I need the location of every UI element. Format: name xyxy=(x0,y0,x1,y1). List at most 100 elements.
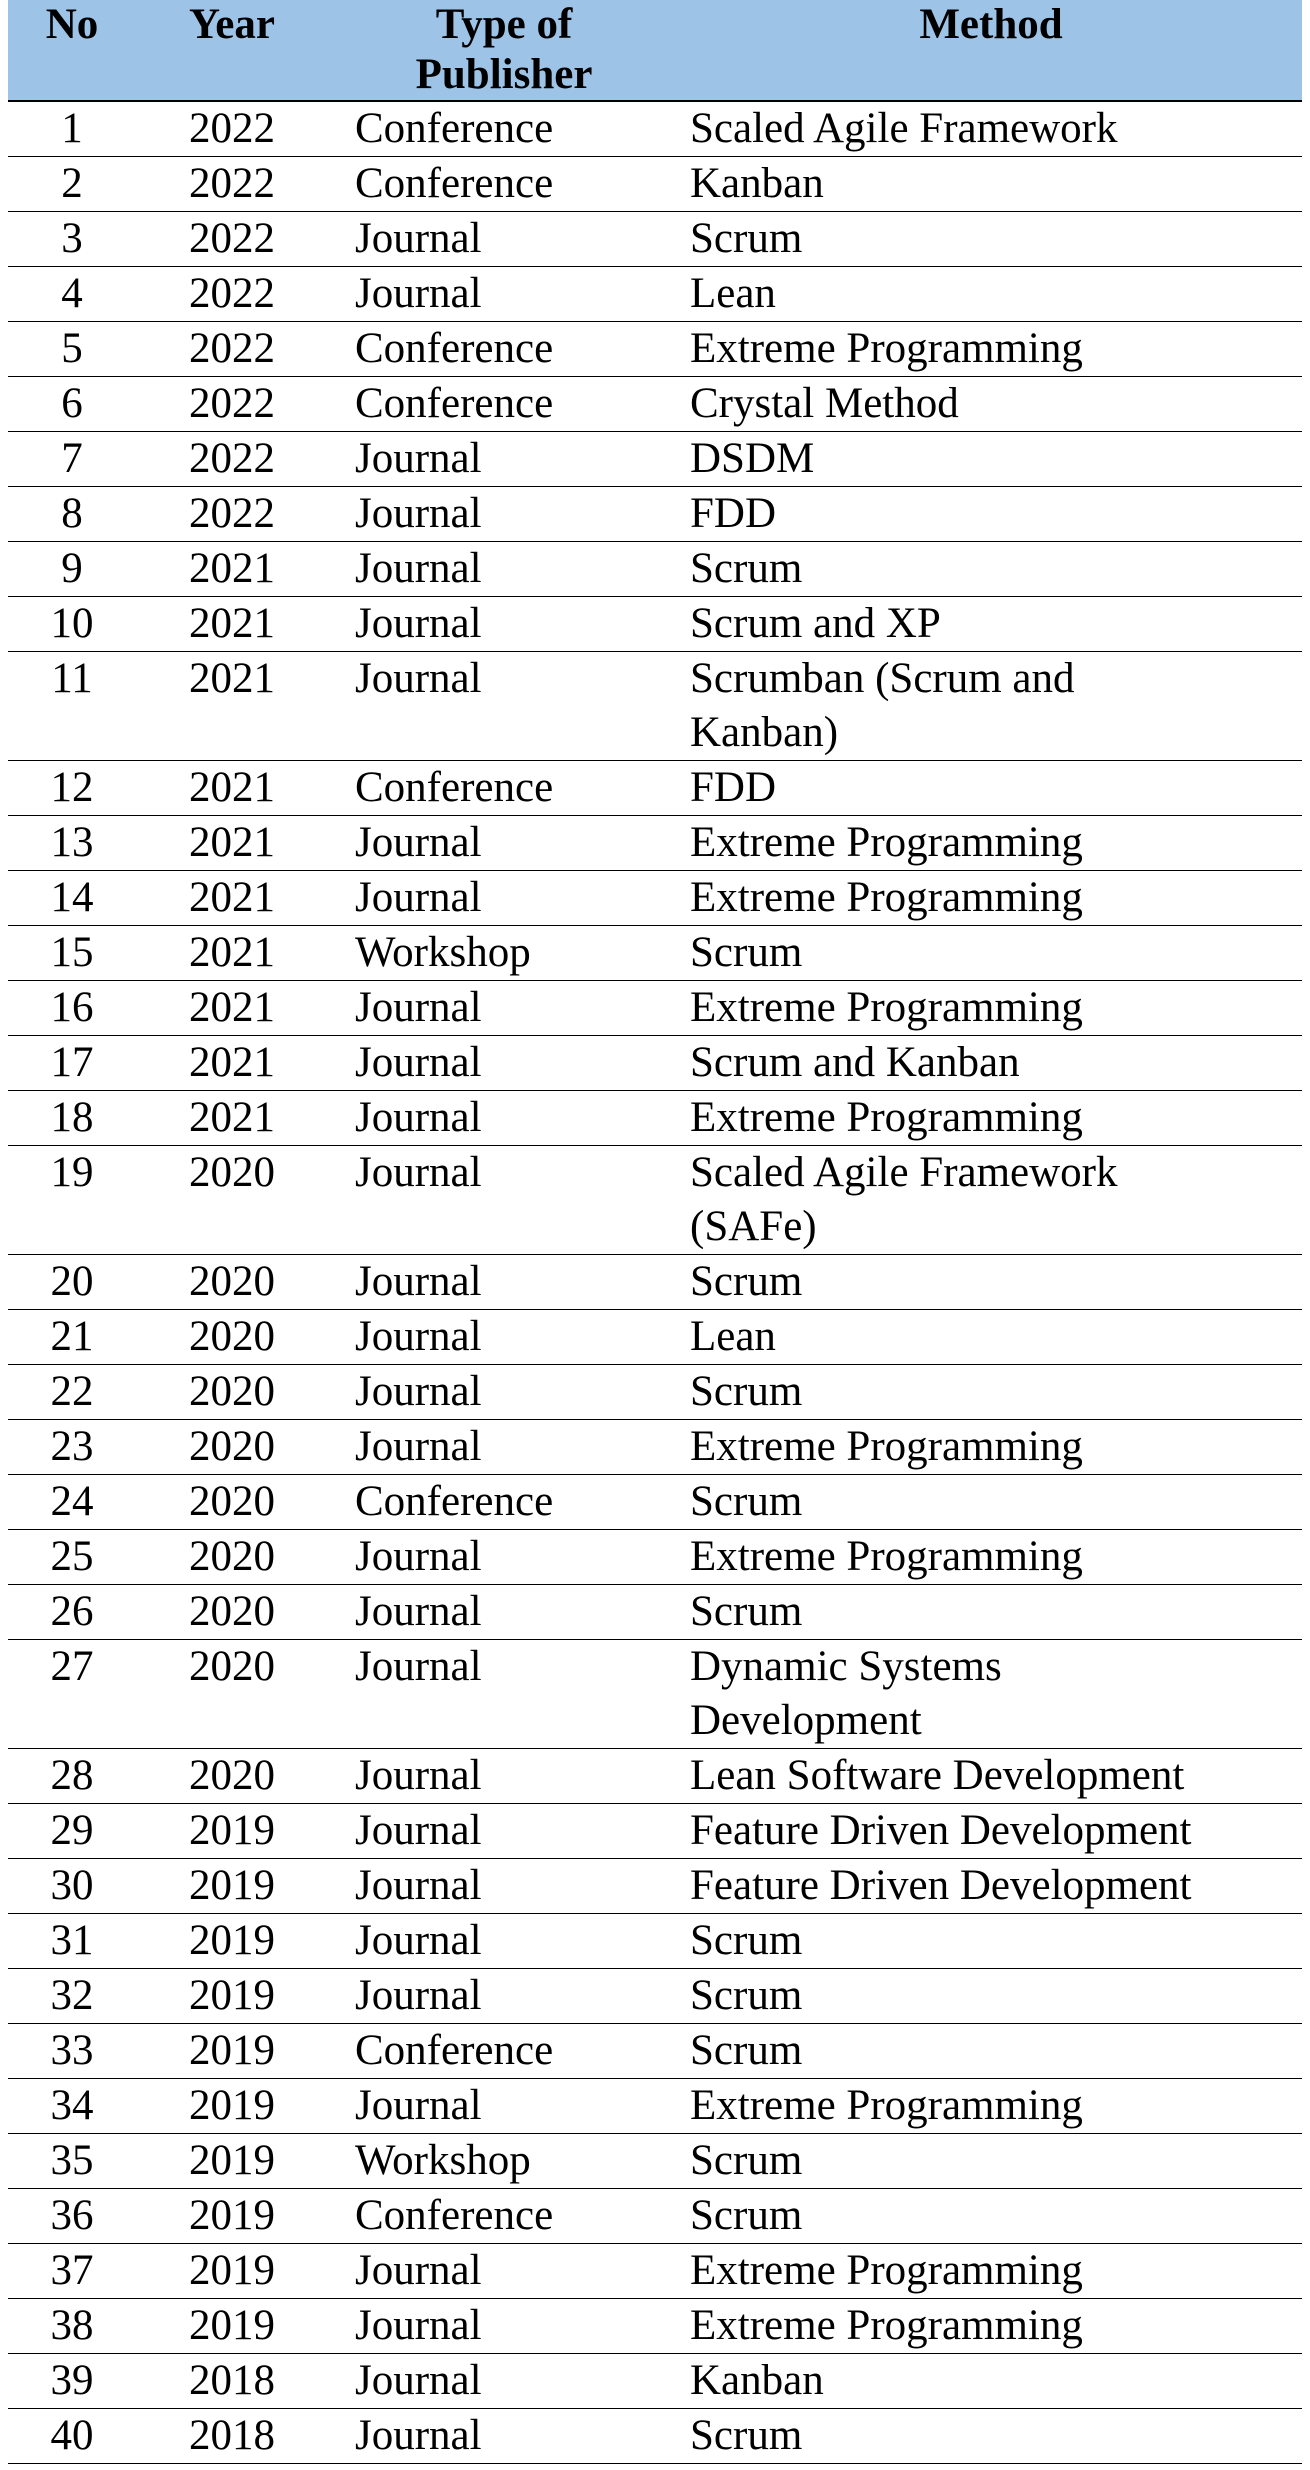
table-cell: Crystal Method xyxy=(680,376,1302,432)
table-cell: 2018 xyxy=(136,2408,328,2464)
table-cell: 2019 xyxy=(136,1858,328,1914)
table-cell: 5 xyxy=(8,321,136,377)
table-cell: 2020 xyxy=(136,1145,328,1255)
table-cell: DSDM xyxy=(680,431,1302,487)
table-cell: 2020 xyxy=(136,1748,328,1804)
table-row: 7 2022 Journal DSDM xyxy=(8,431,1302,487)
table-body: 1 2022 Conference Scaled Agile Framework 2 20… xyxy=(8,101,1302,2464)
table-cell: Journal xyxy=(328,1419,680,1475)
table-cell: Scrum xyxy=(680,1913,1302,1969)
table-cell: Journal xyxy=(328,1035,680,1091)
table-cell: Lean xyxy=(680,1309,1302,1365)
table-cell: Journal xyxy=(328,1803,680,1859)
table-row: 19 2020 Journal Scaled Agile Framework (SAF… xyxy=(8,1145,1302,1255)
table-cell: 2021 xyxy=(136,596,328,652)
table-cell: Journal xyxy=(328,541,680,597)
table-cell: Journal xyxy=(328,2078,680,2134)
table-row: 1 2022 Conference Scaled Agile Framework xyxy=(8,101,1302,157)
table-cell: Scrum xyxy=(680,2023,1302,2079)
table-cell: Scrumban (Scrum and Kanban) xyxy=(680,651,1302,761)
table-cell: Journal xyxy=(328,1364,680,1420)
table-cell: Conference xyxy=(328,101,680,157)
table-cell: 2019 xyxy=(136,2023,328,2079)
table-cell: 2022 xyxy=(136,431,328,487)
table-cell: Extreme Programming xyxy=(680,2243,1302,2299)
table-cell: 2021 xyxy=(136,1035,328,1091)
table-cell: 40 xyxy=(8,2408,136,2464)
table-cell: Conference xyxy=(328,156,680,212)
table-row: 17 2021 Journal Scrum and Kanban xyxy=(8,1035,1302,1091)
table-cell: 2021 xyxy=(136,651,328,761)
table-cell: Journal xyxy=(328,1968,680,2024)
table-cell: Extreme Programming xyxy=(680,321,1302,377)
table-cell: Journal xyxy=(328,1309,680,1365)
table-cell: 2021 xyxy=(136,815,328,871)
table-row: 16 2021 Journal Extreme Programming xyxy=(8,980,1302,1036)
table-cell: 2021 xyxy=(136,870,328,926)
table-row: 23 2020 Journal Extreme Programming xyxy=(8,1419,1302,1475)
table-cell: Scrum and XP xyxy=(680,596,1302,652)
table-cell: 23 xyxy=(8,1419,136,1475)
table-cell: Scrum xyxy=(680,541,1302,597)
table-cell: 2022 xyxy=(136,211,328,267)
table-cell: Extreme Programming xyxy=(680,1529,1302,1585)
table-cell: Scrum xyxy=(680,1584,1302,1640)
table-cell: Scrum xyxy=(680,1254,1302,1310)
table-row: 18 2021 Journal Extreme Programming xyxy=(8,1090,1302,1146)
table-cell: Journal xyxy=(328,1748,680,1804)
table-cell: FDD xyxy=(680,760,1302,816)
table-cell: 38 xyxy=(8,2298,136,2354)
publication-table: No Year Type of Publisher Method 1 2022 Confe… xyxy=(8,0,1302,2464)
table-cell: 2022 xyxy=(136,266,328,322)
table-row: 13 2021 Journal Extreme Programming xyxy=(8,815,1302,871)
table-cell: 2021 xyxy=(136,925,328,981)
table-row: 6 2022 Conference Crystal Method xyxy=(8,376,1302,432)
table-cell: 2022 xyxy=(136,486,328,542)
table-cell: 7 xyxy=(8,431,136,487)
table-row: 9 2021 Journal Scrum xyxy=(8,541,1302,597)
table-cell: 15 xyxy=(8,925,136,981)
table-cell: Journal xyxy=(328,1858,680,1914)
table-cell: 2021 xyxy=(136,980,328,1036)
table-cell: Journal xyxy=(328,2408,680,2464)
table-cell: Conference xyxy=(328,321,680,377)
table-cell: Scrum xyxy=(680,2188,1302,2244)
table-cell: 18 xyxy=(8,1090,136,1146)
table-cell: 29 xyxy=(8,1803,136,1859)
table-cell: 13 xyxy=(8,815,136,871)
table-cell: 26 xyxy=(8,1584,136,1640)
table-row: 37 2019 Journal Extreme Programming xyxy=(8,2243,1302,2299)
header-cell: Year xyxy=(136,0,328,102)
table-cell: Journal xyxy=(328,2243,680,2299)
table-cell: Journal xyxy=(328,1145,680,1255)
table-cell: 16 xyxy=(8,980,136,1036)
table-cell: 20 xyxy=(8,1254,136,1310)
table-cell: 37 xyxy=(8,2243,136,2299)
table-row: 5 2022 Conference Extreme Programming xyxy=(8,321,1302,377)
table-cell: Extreme Programming xyxy=(680,815,1302,871)
table-cell: 31 xyxy=(8,1913,136,1969)
table-row: 8 2022 Journal FDD xyxy=(8,486,1302,542)
table-row: 33 2019 Conference Scrum xyxy=(8,2023,1302,2079)
table-cell: Journal xyxy=(328,486,680,542)
table-cell: Extreme Programming xyxy=(680,870,1302,926)
table-cell: 34 xyxy=(8,2078,136,2134)
table-cell: 17 xyxy=(8,1035,136,1091)
table-cell: Kanban xyxy=(680,2353,1302,2409)
table-cell: Lean Software Development xyxy=(680,1748,1302,1804)
table-cell: FDD xyxy=(680,486,1302,542)
header-row: No Year Type of Publisher Method xyxy=(8,0,1302,102)
table-cell: Conference xyxy=(328,376,680,432)
table-row: 32 2019 Journal Scrum xyxy=(8,1968,1302,2024)
table-cell: Workshop xyxy=(328,2133,680,2189)
table-cell: Scrum xyxy=(680,925,1302,981)
table-row: 4 2022 Journal Lean xyxy=(8,266,1302,322)
table-cell: Journal xyxy=(328,266,680,322)
table-cell: Conference xyxy=(328,2023,680,2079)
table-cell: Scrum xyxy=(680,1474,1302,1530)
table-cell: Journal xyxy=(328,211,680,267)
table-row: 39 2018 Journal Kanban xyxy=(8,2353,1302,2409)
table-cell: Extreme Programming xyxy=(680,1090,1302,1146)
table-cell: 2020 xyxy=(136,1529,328,1585)
table-cell: Scrum xyxy=(680,2408,1302,2464)
